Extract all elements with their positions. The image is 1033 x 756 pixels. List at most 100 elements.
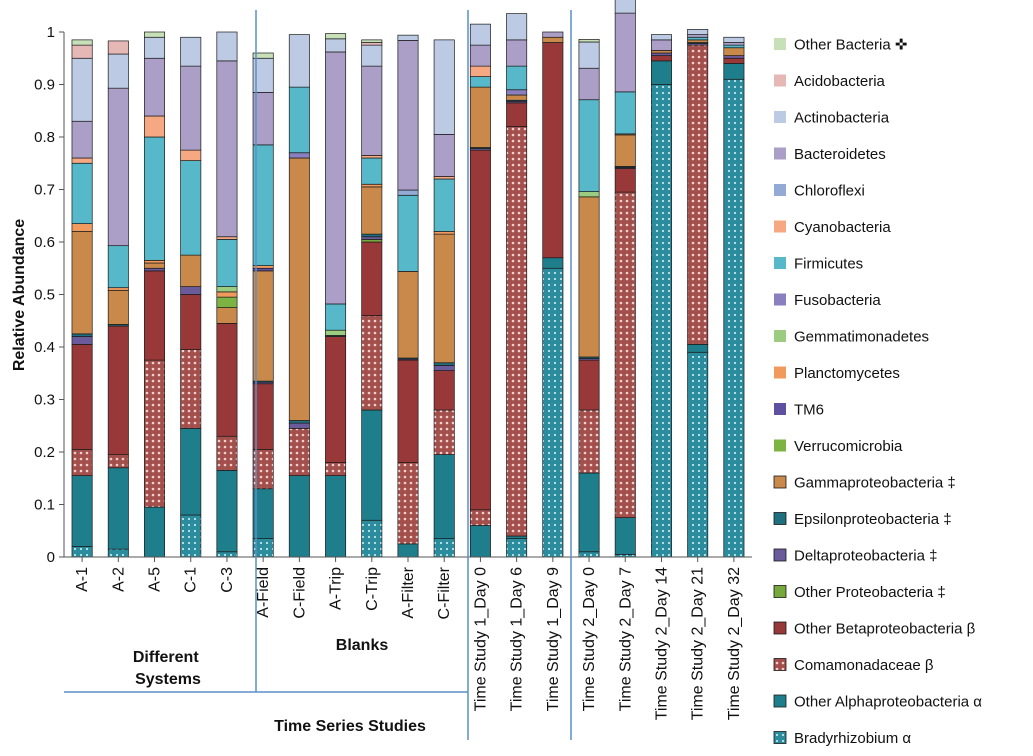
x-tick-label: Time Study 2_Day 21 bbox=[690, 567, 707, 720]
bar-segment bbox=[614, 91, 636, 135]
legend-swatch bbox=[774, 147, 786, 160]
bar-segment bbox=[288, 420, 310, 424]
bar-segment bbox=[361, 236, 383, 240]
bar-segment bbox=[506, 538, 528, 558]
legend-label: Other Betaproteobacteria β bbox=[794, 621, 976, 638]
bar-segment bbox=[687, 34, 709, 38]
bar-segment bbox=[397, 40, 419, 191]
x-tick-label: Time Study 1_Day 0 bbox=[472, 567, 489, 711]
x-tick-label: A-Trip bbox=[328, 567, 345, 610]
legend-label: Bacteroidetes bbox=[794, 146, 886, 163]
legend-label: Deltaproteobacteria ‡ bbox=[794, 548, 937, 565]
bar-segment bbox=[144, 270, 166, 361]
bar-segment bbox=[578, 359, 600, 411]
bar-segment bbox=[578, 551, 600, 558]
bar-segment bbox=[650, 50, 672, 54]
bar-segment bbox=[71, 57, 93, 122]
bar-segment bbox=[542, 31, 564, 38]
legend-swatch bbox=[774, 366, 786, 379]
bar-segment bbox=[71, 344, 93, 450]
bar-segment bbox=[650, 55, 672, 62]
bar-segment bbox=[578, 409, 600, 474]
bar-segment bbox=[107, 548, 129, 558]
bar-segment bbox=[325, 33, 347, 40]
bar-segment bbox=[397, 34, 419, 41]
bar-segment bbox=[687, 344, 709, 353]
bar-segment bbox=[71, 223, 93, 232]
legend-label: Bradyrhizobium α bbox=[794, 730, 911, 747]
bar-segment bbox=[180, 160, 202, 256]
x-tick-label: C-Filter bbox=[436, 566, 453, 619]
bar-segment bbox=[542, 257, 564, 269]
bar-segment bbox=[506, 65, 528, 91]
x-tick-label: A-5 bbox=[147, 567, 164, 592]
x-tick-label: Time Study 2_Day 7 bbox=[617, 567, 634, 711]
bar-segment bbox=[361, 315, 383, 411]
bar-segment bbox=[397, 359, 419, 463]
group-label-time-series: Time Series Studies bbox=[274, 718, 426, 735]
bar-segment bbox=[650, 34, 672, 41]
bar-segment bbox=[542, 267, 564, 558]
y-tick-label: 0.7 bbox=[34, 182, 55, 199]
legend-label: Firmicutes bbox=[794, 256, 863, 273]
bar-segment bbox=[506, 94, 528, 101]
y-tick-label: 0.4 bbox=[34, 339, 55, 356]
bar-segment bbox=[180, 349, 202, 429]
bar-segment bbox=[325, 51, 347, 305]
bar-segment bbox=[469, 149, 491, 511]
bar-segment bbox=[469, 44, 491, 67]
bar-segment bbox=[687, 29, 709, 35]
x-tick-label: Time Study 1_Day 6 bbox=[509, 567, 526, 711]
bar-segment bbox=[216, 60, 238, 238]
bar-segment bbox=[397, 543, 419, 558]
legend-label: Chloroflexi bbox=[794, 183, 865, 200]
legend-label: Comamonadaceae β bbox=[794, 657, 934, 674]
bar-segment bbox=[361, 65, 383, 156]
bar-segment bbox=[361, 42, 383, 46]
legend-swatch bbox=[773, 585, 787, 598]
bar-segment bbox=[723, 63, 745, 80]
bar-segment bbox=[180, 514, 202, 558]
bar-segment bbox=[433, 454, 455, 539]
bar-segment bbox=[180, 254, 202, 287]
bar-segment bbox=[397, 189, 419, 196]
legend-swatch bbox=[774, 257, 786, 269]
bar-segment bbox=[361, 519, 383, 558]
bar-segment bbox=[687, 39, 709, 43]
bar-segment bbox=[723, 36, 745, 43]
bar-segment bbox=[433, 370, 455, 411]
bar-segment bbox=[650, 84, 672, 558]
y-axis-title: Relative Abundance bbox=[11, 219, 28, 371]
bar-segment bbox=[433, 39, 455, 135]
bar-segment bbox=[107, 325, 129, 455]
bar-segment bbox=[71, 546, 93, 558]
y-tick-label: 0.3 bbox=[34, 392, 55, 409]
bar-segment bbox=[252, 52, 274, 59]
bar-segment bbox=[288, 34, 310, 88]
bar-segment bbox=[361, 183, 383, 188]
bar-segment bbox=[288, 152, 310, 159]
bar-segment bbox=[325, 462, 347, 476]
bar-segment bbox=[578, 196, 600, 358]
bar-segment bbox=[144, 359, 166, 508]
y-tick-label: 0.8 bbox=[34, 129, 55, 146]
bar-segment bbox=[433, 178, 455, 232]
bar-segment bbox=[144, 31, 166, 38]
legend-swatch bbox=[774, 293, 786, 306]
bar-segment bbox=[107, 87, 129, 247]
legend-swatch bbox=[774, 220, 786, 233]
bar-segment bbox=[723, 42, 745, 46]
bar-segment bbox=[433, 134, 455, 177]
x-tick-label: Time Study 2_Day 32 bbox=[726, 567, 743, 720]
x-tick-label: C-Trip bbox=[364, 567, 381, 611]
bar-segment bbox=[433, 176, 455, 180]
x-tick-label: C-1 bbox=[183, 567, 200, 593]
legend-label: Acidobacteria bbox=[794, 73, 886, 90]
bar-segment bbox=[71, 449, 93, 476]
x-axis: A-1 A-2 A-5 C-1 C-3 A-Field C-Field A-Trip C-Tri… bbox=[64, 556, 752, 720]
bar-segment bbox=[723, 57, 745, 64]
bar-segment bbox=[723, 55, 745, 59]
bar-segment bbox=[71, 231, 93, 335]
bar-segment bbox=[288, 157, 310, 421]
